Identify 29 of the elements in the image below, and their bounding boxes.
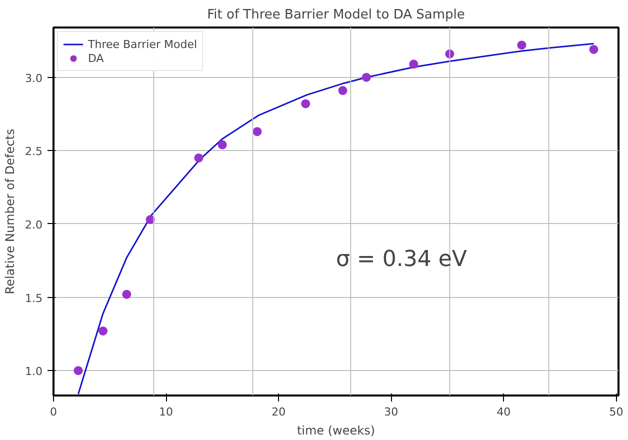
point — [517, 40, 526, 50]
point — [74, 366, 83, 376]
point — [122, 290, 132, 299]
y-tick-label: 2.0 — [25, 218, 43, 232]
chart-title: Fit of Three Barrier Model to DA Sample — [207, 8, 465, 22]
point — [218, 140, 227, 150]
legend-label: DA — [88, 51, 105, 65]
x-tick-label: 50 — [609, 406, 624, 418]
y-tick-label: 3.0 — [25, 72, 43, 85]
y-tick-label: 2.5 — [25, 145, 43, 158]
point — [409, 60, 418, 69]
point — [98, 326, 108, 336]
y-tick-label: 1.0 — [25, 365, 43, 378]
annotation: σ = 0.34 eV — [336, 246, 467, 272]
x-tick-label: 40 — [496, 406, 511, 418]
point — [194, 153, 204, 162]
point — [338, 86, 348, 96]
point — [589, 45, 598, 54]
y-axis-title: Relative Number of Defects — [3, 128, 18, 294]
point — [301, 99, 310, 108]
point — [362, 72, 371, 82]
x-tick-label: 30 — [384, 406, 398, 418]
y-tick-label: 1.5 — [25, 292, 43, 305]
x-axis-title: time (weeks) — [296, 424, 376, 438]
point — [252, 127, 262, 136]
x-tick-label: 10 — [159, 406, 174, 418]
x-tick-label: 20 — [272, 406, 286, 418]
legend-label: Three Barrier Model — [88, 37, 198, 51]
x-tick-label: 0 — [50, 406, 57, 418]
